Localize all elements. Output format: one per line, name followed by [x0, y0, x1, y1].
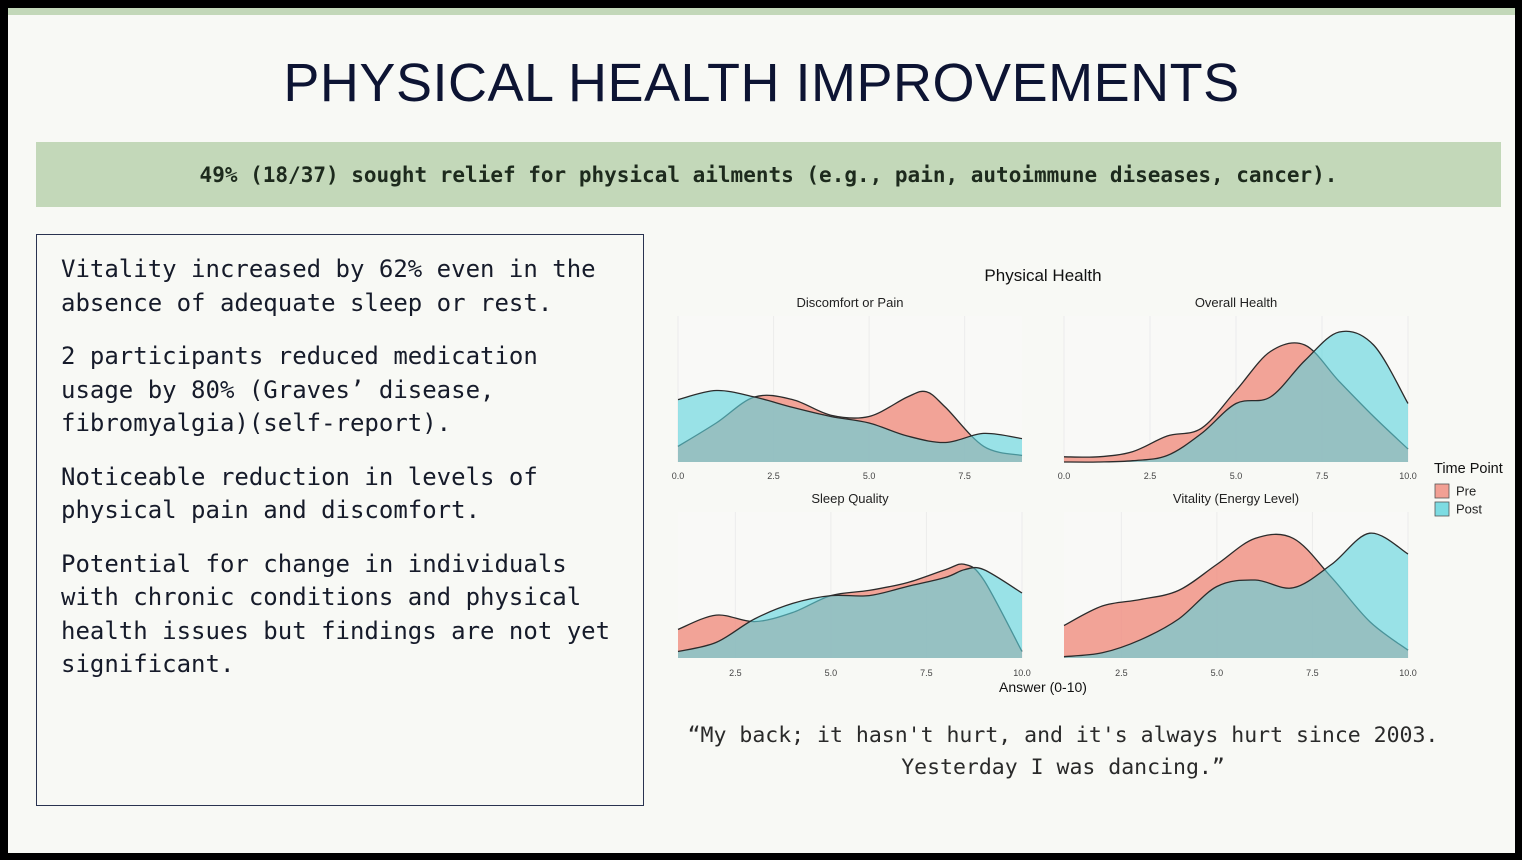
panel-2-tick-label-3: 5.0 — [1230, 471, 1243, 481]
panel-3-tick-label-2: 5.0 — [825, 668, 838, 678]
slide: PHYSICAL HEALTH IMPROVEMENTS 49% (18/37)… — [8, 8, 1515, 853]
panel-2-title: Overall Health — [1195, 295, 1277, 310]
physical-health-chart: Physical Health Discomfort or Pain 0.0 2.5 5… — [672, 266, 1503, 695]
finding-vitality: Vitality increased by 62% even in the ab… — [61, 255, 596, 317]
panel-2-tick-label-5: 10.0 — [1399, 471, 1417, 481]
panel-1-tick-label-1: 0.0 — [672, 471, 685, 481]
panel-1-post-density-area — [678, 390, 1022, 462]
finding-medication: 2 participants reduced medication usage … — [61, 342, 538, 437]
summary-banner: 49% (18/37) sought relief for physical a… — [36, 142, 1501, 207]
panel-3-post-density-area — [678, 567, 1022, 658]
panel-4-tick-label-1: 2.5 — [1115, 668, 1128, 678]
legend-label-post: Post — [1456, 502, 1482, 517]
panel-2-tick-label-1: 0.0 — [1058, 471, 1071, 481]
panel-1-tick-label-2: 2.5 — [767, 471, 780, 481]
page-title: PHYSICAL HEALTH IMPROVEMENTS — [283, 53, 1240, 113]
top-accent-bar — [8, 8, 1515, 15]
panel-3-post-density-line — [677, 566, 1023, 653]
panel-2-post-density-line — [1063, 330, 1409, 463]
x-axis-label: Answer (0-10) — [999, 679, 1087, 695]
findings-box: Vitality increased by 62% even in the ab… — [36, 234, 644, 806]
legend-swatch-post — [1434, 501, 1450, 517]
panel-2-post-density-area — [1064, 331, 1408, 463]
participant-quote: “My back; it hasn't hurt, and it's alway… — [687, 723, 1439, 780]
panel-3-tick-label-3: 7.5 — [920, 668, 933, 678]
panel-1-tick-label-4: 7.5 — [958, 471, 971, 481]
panel-3-tick-label-1: 2.5 — [729, 668, 742, 678]
finding-chronic: Potential for change in individuals with… — [61, 549, 611, 679]
panel-3-title: Sleep Quality — [811, 491, 889, 506]
panel-2-tick-label-4: 7.5 — [1316, 471, 1329, 481]
finding-pain: Noticeable reduction in levels of physic… — [61, 462, 538, 525]
legend-title: Time Point — [1434, 461, 1503, 477]
panel-1-title: Discomfort or Pain — [797, 295, 904, 310]
panel-3-tick-label-4: 10.0 — [1013, 668, 1031, 678]
panel-1-post-density-line — [677, 389, 1023, 444]
legend-label-pre: Pre — [1456, 484, 1476, 499]
panel-4-tick-label-2: 5.0 — [1211, 668, 1224, 678]
summary-banner-text: 49% (18/37) sought relief for physical a… — [199, 162, 1338, 187]
chart-title: Physical Health — [984, 266, 1101, 285]
panel-4-title: Vitality (Energy Level) — [1173, 491, 1299, 506]
legend-swatch-pre — [1434, 483, 1450, 499]
panel-4-post-density-area — [1064, 533, 1408, 658]
panel-1-tick-label-3: 5.0 — [863, 471, 876, 481]
panel-4-tick-label-4: 10.0 — [1399, 668, 1417, 678]
panel-4-tick-label-3: 7.5 — [1306, 668, 1319, 678]
panel-4-post-density-line — [1063, 532, 1409, 658]
panel-2-tick-label-2: 2.5 — [1144, 471, 1157, 481]
